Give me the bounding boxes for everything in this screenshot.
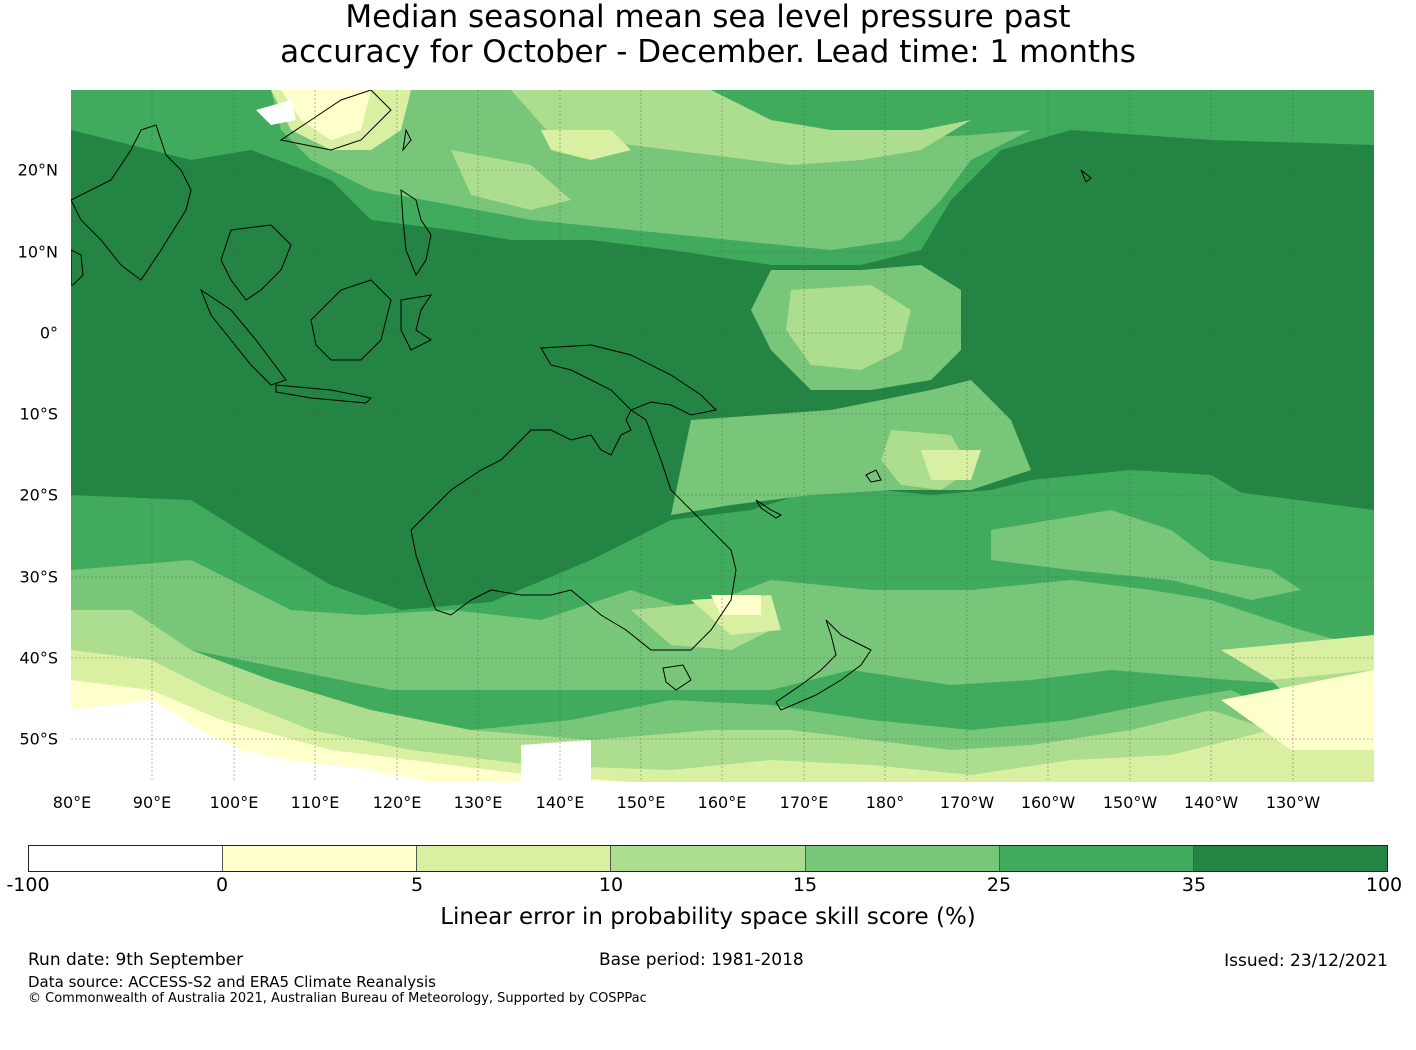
lat-label-30s: 30°S bbox=[19, 567, 58, 587]
borneo-coast bbox=[310, 279, 392, 361]
china-coast bbox=[279, 90, 392, 151]
colorbar-segment bbox=[611, 846, 806, 871]
lon-label-120e: 120°E bbox=[372, 793, 422, 812]
lon-label-160e: 160°E bbox=[697, 793, 747, 812]
australia-coast bbox=[410, 409, 737, 651]
fiji-coast bbox=[865, 469, 882, 483]
india-coast bbox=[71, 124, 192, 281]
taiwan-coast bbox=[402, 128, 412, 152]
colorbar-tick: 25 bbox=[986, 874, 1012, 896]
lat-label-40s: 40°S bbox=[19, 648, 58, 668]
title-line-2: accuracy for October - December. Lead ti… bbox=[280, 34, 1136, 70]
colorbar-segment bbox=[1193, 846, 1387, 871]
colorbar-tick: 35 bbox=[1181, 874, 1207, 896]
lon-label-150e: 150°E bbox=[616, 793, 666, 812]
title-line-1: Median seasonal mean sea level pressure … bbox=[345, 0, 1071, 35]
skill-score-map bbox=[71, 90, 1374, 782]
lon-label-130w: 130°W bbox=[1265, 793, 1321, 812]
copyright: © Commonwealth of Australia 2021, Austra… bbox=[28, 991, 647, 1006]
lon-label-100e: 100°E bbox=[209, 793, 259, 812]
colorbar-segment bbox=[805, 846, 1000, 871]
new-caledonia-coast bbox=[755, 499, 783, 519]
colorbar-tick: 0 bbox=[215, 874, 229, 896]
lat-label-20s: 20°S bbox=[19, 485, 58, 505]
lat-label-10s: 10°S bbox=[19, 404, 58, 424]
coastlines bbox=[71, 90, 1092, 711]
colorbar-label: Linear error in probability space skill … bbox=[440, 904, 976, 930]
lon-label-140w: 140°W bbox=[1183, 793, 1239, 812]
colorbar-segment bbox=[999, 846, 1194, 871]
lon-label-150w: 150°W bbox=[1102, 793, 1158, 812]
lat-label-50s: 50°S bbox=[19, 729, 58, 749]
lat-label-20n: 20°N bbox=[17, 160, 58, 180]
colorbar-segment bbox=[29, 846, 224, 871]
lon-label-80e: 80°E bbox=[52, 793, 92, 812]
sri-lanka-coast bbox=[71, 249, 84, 286]
indochina-coast bbox=[220, 224, 292, 301]
new-guinea-coast bbox=[540, 344, 718, 416]
colorbar-tick: -100 bbox=[6, 874, 50, 896]
gridlines bbox=[71, 90, 1374, 782]
lon-label-140e: 140°E bbox=[535, 793, 585, 812]
colorbar-tick: 15 bbox=[792, 874, 818, 896]
lon-label-170e: 170°E bbox=[779, 793, 829, 812]
java-coast bbox=[275, 384, 373, 404]
tasmania-coast bbox=[662, 664, 692, 691]
sumatra-coast bbox=[199, 288, 287, 386]
new-zealand-coast bbox=[775, 619, 872, 711]
run-date: Run date: 9th September bbox=[28, 950, 244, 970]
colorbar-segment bbox=[223, 846, 418, 871]
philippines-coast bbox=[400, 189, 432, 277]
skill-band-below-0 bbox=[71, 100, 591, 782]
lon-label-160w: 160°W bbox=[1020, 793, 1076, 812]
colorbar bbox=[28, 845, 1388, 872]
lon-label-170w: 170°W bbox=[939, 793, 995, 812]
colorbar-tick: 100 bbox=[1365, 874, 1403, 896]
lon-label-130e: 130°E bbox=[453, 793, 503, 812]
lon-label-90e: 90°E bbox=[132, 793, 172, 812]
colorbar-tick: 10 bbox=[598, 874, 624, 896]
colorbar-tick: 5 bbox=[410, 874, 424, 896]
lat-label-10n: 10°N bbox=[17, 242, 58, 262]
issued-date: Issued: 23/12/2021 bbox=[1224, 951, 1388, 971]
map-svg bbox=[71, 90, 1374, 782]
sulawesi-coast bbox=[400, 294, 433, 351]
colorbar-segment bbox=[417, 846, 612, 871]
hawaii-coast bbox=[1080, 169, 1092, 183]
lat-label-0: 0° bbox=[39, 323, 58, 343]
lon-label-180: 180° bbox=[865, 793, 905, 812]
lon-label-110e: 110°E bbox=[290, 793, 340, 812]
base-period: Base period: 1981-2018 bbox=[599, 950, 804, 970]
data-source: Data source: ACCESS-S2 and ERA5 Climate … bbox=[28, 973, 436, 991]
map-title: Median seasonal mean sea level pressure … bbox=[0, 0, 1416, 70]
